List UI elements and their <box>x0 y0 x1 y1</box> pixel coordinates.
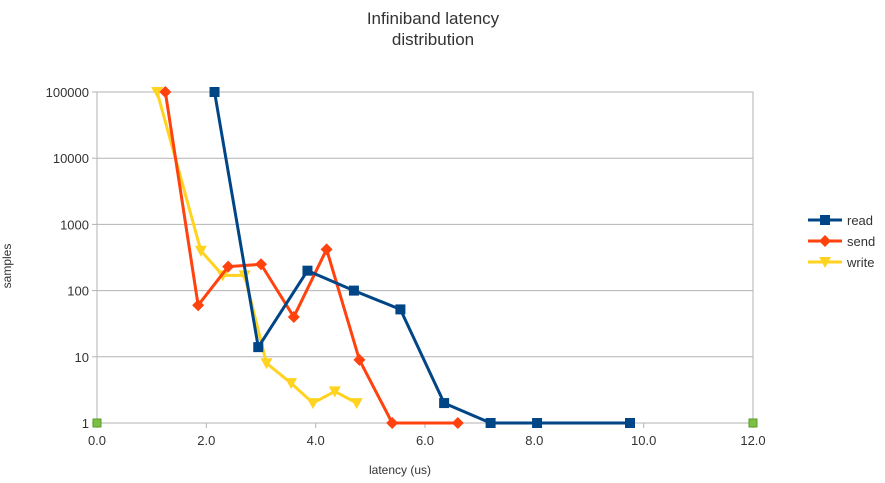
y-tick-label: 10000 <box>53 151 89 166</box>
data-point-write <box>306 398 319 410</box>
data-point-send <box>386 417 399 429</box>
data-point-edge <box>748 418 758 428</box>
legend-swatch-marker <box>820 215 830 225</box>
y-tick-labels: 1 10 100 1000 10000 100000 <box>46 85 89 431</box>
data-point-send <box>192 299 205 312</box>
y-tick-label: 1 <box>82 416 89 431</box>
y-tick-label: 100 <box>67 284 89 299</box>
data-point-send <box>255 258 267 271</box>
plot-frame <box>96 91 754 424</box>
legend: read send write <box>808 213 875 270</box>
series-group <box>92 86 758 429</box>
data-point-send <box>287 310 300 323</box>
data-point-read <box>439 398 450 409</box>
data-point-read <box>625 418 635 428</box>
x-tick-label: 4.0 <box>307 433 325 448</box>
legend-label: read <box>847 213 873 228</box>
series-read <box>209 87 635 428</box>
y-tick-label: 10 <box>75 350 89 365</box>
chart-title-line-1: Infiniband latency <box>367 9 500 28</box>
x-tick-labels: 0.0 2.0 4.0 6.0 8.0 10.0 12.0 <box>88 433 766 448</box>
data-point-read <box>532 418 543 428</box>
legend-label: send <box>847 234 875 249</box>
data-point-read <box>395 304 406 315</box>
data-point-send <box>159 86 172 98</box>
series-send <box>159 86 464 429</box>
series-edge <box>92 418 758 428</box>
chart-title-line-2: distribution <box>392 30 474 49</box>
x-tick-label: 8.0 <box>525 433 543 448</box>
series-line-send <box>163 91 458 425</box>
data-point-read <box>253 342 264 353</box>
legend-label: write <box>846 255 874 270</box>
data-point-write <box>328 386 341 398</box>
legend-swatch-marker <box>819 235 831 247</box>
data-point-write <box>151 87 164 98</box>
legend-item-write: write <box>808 255 874 270</box>
y-tick-label: 100000 <box>46 85 89 100</box>
legend-item-read: read <box>808 213 873 228</box>
data-point-read <box>209 87 220 97</box>
x-tick-label: 6.0 <box>416 433 434 448</box>
data-point-edge <box>92 418 102 428</box>
legend-item-send: send <box>808 234 875 249</box>
grid <box>97 91 753 424</box>
data-point-send <box>320 243 333 256</box>
data-point-read <box>485 418 496 428</box>
y-axis-title: samples <box>0 244 14 289</box>
y-tick-label: 1000 <box>60 217 89 232</box>
data-point-send <box>222 260 235 273</box>
data-point-send <box>353 353 366 366</box>
x-tick-label: 12.0 <box>740 433 765 448</box>
x-axis-title: latency (us) <box>369 463 431 477</box>
data-point-write <box>260 358 273 370</box>
x-tick-label: 0.0 <box>88 433 106 448</box>
data-point-write <box>285 378 298 390</box>
data-point-write <box>350 398 363 410</box>
x-tick-label: 2.0 <box>197 433 215 448</box>
legend-swatch-marker <box>819 257 831 268</box>
data-point-write <box>194 245 207 257</box>
x-tick-label: 10.0 <box>631 433 656 448</box>
data-point-read <box>348 285 359 296</box>
data-point-send <box>451 417 464 429</box>
series-write <box>151 87 363 410</box>
data-point-read <box>302 265 313 276</box>
